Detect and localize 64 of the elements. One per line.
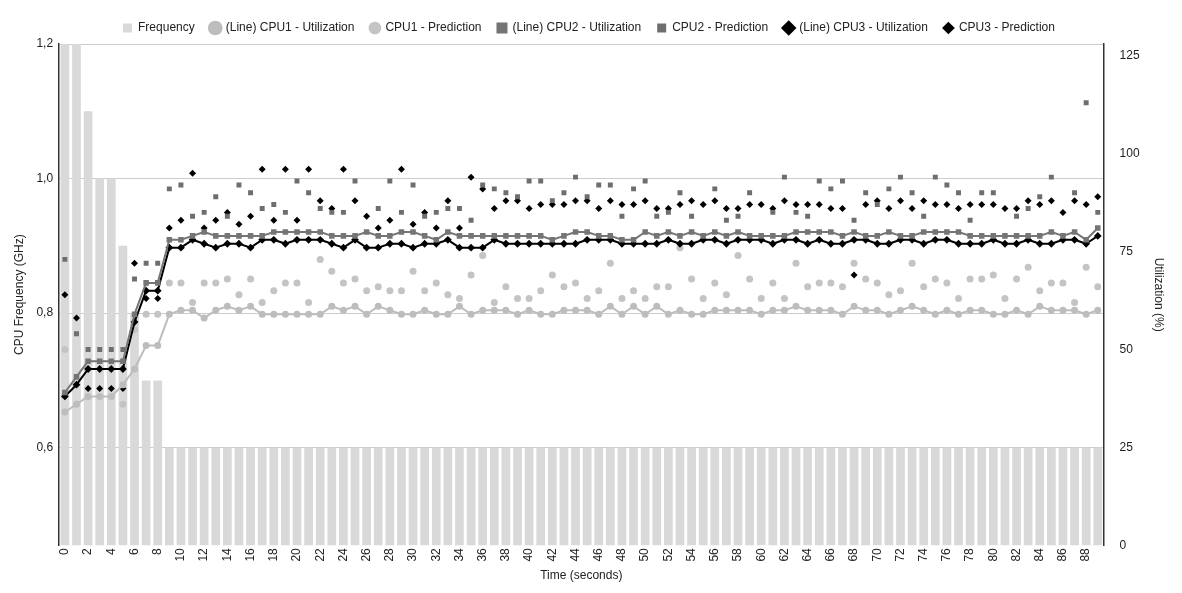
x-tick-label: 84	[1032, 547, 1047, 562]
legend-label: (Line) CPU2 - Utilization	[512, 20, 642, 35]
x-tick-label: 68	[846, 547, 861, 562]
x-tick-label: 62	[776, 547, 791, 562]
y2-tick-label: 100	[1119, 145, 1140, 160]
y2-tick-label: 50	[1119, 341, 1134, 356]
y-tick-label: 0,8	[36, 305, 54, 320]
x-tick-label: 32	[428, 547, 443, 562]
x-tick-label: 36	[475, 547, 489, 562]
x-tick-label: 50	[637, 547, 652, 562]
x-tick-label: 18	[266, 547, 281, 562]
x-tick-label: 24	[335, 547, 350, 562]
x-tick-label: 88	[1078, 547, 1093, 562]
x-tick-label: 34	[451, 547, 466, 562]
x-tick-label: 82	[1008, 547, 1023, 562]
y-tick-label: 1,0	[36, 170, 54, 185]
x-tick-label: 54	[683, 547, 698, 562]
legend-label: (Line) CPU3 - Utilization	[799, 20, 928, 35]
y-tick-label: 1,2	[36, 36, 54, 51]
legend-label: CPU2 - Prediction	[672, 20, 769, 35]
x-tick-label: 16	[242, 547, 257, 562]
x-tick-label: 60	[753, 547, 768, 562]
y2-axis-title: Utilization (%)	[1152, 257, 1167, 332]
x-tick-label: 66	[823, 547, 838, 562]
x-tick-label: 78	[962, 547, 977, 562]
x-tick-label: 52	[660, 547, 675, 562]
x-tick-label: 64	[799, 547, 814, 562]
y2-tick-label: 125	[1119, 48, 1140, 63]
x-tick-label: 76	[939, 547, 954, 562]
x-tick-label: 38	[498, 547, 513, 562]
x-tick-label: 28	[382, 547, 397, 562]
x-tick-label: 2	[80, 547, 95, 555]
x-tick-label: 72	[892, 547, 907, 562]
x-tick-label: 80	[985, 547, 1000, 562]
x-tick-label: 46	[591, 547, 606, 562]
legend-label: CPU1 - Prediction	[385, 20, 482, 35]
x-tick-label: 44	[567, 547, 582, 562]
y2-tick-label: 25	[1119, 439, 1134, 454]
legend-label: (Line) CPU1 - Utilization	[225, 20, 355, 35]
x-tick-label: 58	[730, 547, 745, 562]
y-tick-label: 0,6	[36, 440, 54, 455]
x-tick-label: 14	[219, 547, 234, 562]
legend-label: Frequency	[138, 20, 195, 35]
x-tick-label: 42	[544, 547, 559, 562]
x-axis-title: Time (seconds)	[540, 568, 623, 583]
x-tick-label: 40	[521, 547, 536, 562]
x-tick-label: 4	[103, 547, 118, 555]
x-tick-label: 6	[126, 547, 141, 555]
x-tick-label: 86	[1055, 547, 1070, 562]
legend-label: CPU3 - Prediction	[958, 20, 1055, 35]
x-tick-label: 48	[614, 547, 629, 562]
x-tick-label: 70	[869, 547, 884, 562]
x-tick-label: 74	[916, 547, 931, 562]
x-tick-label: 10	[173, 547, 188, 562]
x-tick-label: 12	[196, 547, 211, 562]
x-tick-label: 0	[57, 547, 72, 555]
x-tick-label: 30	[405, 547, 420, 562]
x-tick-label: 20	[289, 547, 304, 562]
x-tick-label: 8	[150, 547, 165, 555]
y-axis-title: CPU Frequency (GHz)	[11, 234, 26, 355]
x-tick-label: 22	[312, 547, 327, 562]
x-tick-label: 56	[707, 547, 722, 562]
y2-tick-label: 75	[1119, 243, 1134, 258]
x-tick-label: 26	[358, 547, 373, 562]
